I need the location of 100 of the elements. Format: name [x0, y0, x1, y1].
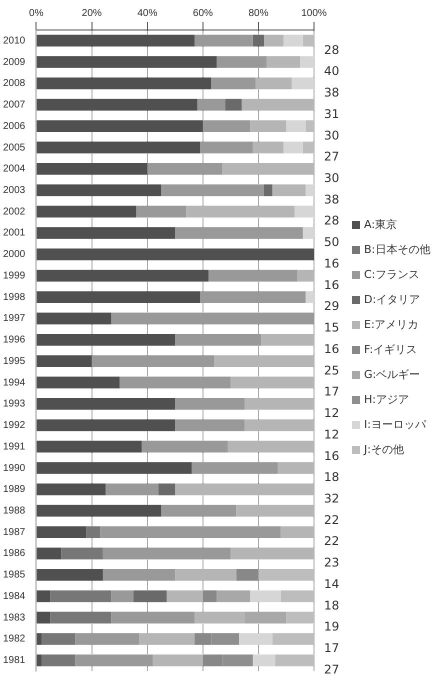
- text: 17: [324, 384, 340, 399]
- bar: [280, 526, 314, 538]
- bar: [252, 654, 276, 666]
- legend-label: I:ヨーロッパ: [364, 418, 426, 431]
- bar: [200, 291, 306, 303]
- text: 29: [324, 299, 340, 314]
- bar: [302, 34, 314, 47]
- text: 38: [324, 86, 340, 100]
- bar: [292, 78, 314, 90]
- bar: [236, 568, 258, 581]
- y-tick-label: 1981: [2, 655, 26, 666]
- bar: [175, 334, 262, 346]
- text: 30: [324, 128, 340, 142]
- bar: [42, 633, 76, 645]
- bar: [197, 98, 226, 111]
- text: 15: [324, 320, 340, 335]
- y-tick-label: 1984: [2, 590, 26, 602]
- bar: [50, 590, 112, 602]
- y-tick-label: 2004: [2, 164, 26, 175]
- bar: [230, 548, 314, 560]
- bar: [306, 184, 314, 196]
- y-tick-label: 1986: [2, 548, 26, 560]
- bar: [166, 590, 203, 602]
- bar: [175, 398, 245, 410]
- bar: [202, 120, 250, 132]
- bar: [200, 142, 253, 154]
- bar: [36, 548, 62, 560]
- legend-label: H:アジア: [364, 393, 409, 406]
- y-tick-label: 1995: [2, 356, 26, 367]
- bar: [161, 504, 236, 517]
- bar: [161, 184, 264, 196]
- y-tick-label: 2005: [2, 142, 26, 154]
- bar: [216, 590, 250, 602]
- y-tick-label: 2002: [2, 206, 26, 218]
- y-tick-label: 1996: [2, 334, 26, 346]
- bar: [242, 98, 314, 111]
- bar: [256, 78, 292, 90]
- bar: [252, 142, 284, 154]
- x-tick-label: 100%: [301, 8, 327, 19]
- bar: [236, 504, 314, 517]
- bar: [302, 227, 314, 239]
- y-tick-label: 1987: [2, 526, 26, 538]
- text: 22: [324, 512, 340, 527]
- y-tick-label: 2000: [2, 249, 26, 260]
- bar: [250, 120, 286, 132]
- text: 27: [324, 662, 340, 676]
- text: 12: [324, 427, 340, 442]
- bar: [283, 34, 303, 47]
- bar: [61, 548, 103, 560]
- bar: [175, 419, 245, 432]
- text: 16: [324, 342, 340, 356]
- bar: [264, 184, 272, 196]
- bar: [100, 526, 281, 538]
- y-tick-label: 2003: [2, 185, 26, 196]
- text: 25: [324, 363, 340, 378]
- legend-label: E:アメリカ: [364, 318, 419, 331]
- text: 18: [324, 598, 340, 612]
- bar: [214, 355, 314, 368]
- bar: [216, 56, 267, 68]
- bar: [302, 142, 314, 154]
- text: 38: [324, 192, 340, 206]
- legend-label: A:東京: [364, 218, 398, 231]
- bar: [158, 484, 176, 496]
- text: 28: [324, 42, 340, 57]
- bar: [133, 590, 167, 602]
- y-tick-label: 1998: [2, 292, 26, 303]
- bar: [36, 526, 86, 538]
- bar: [266, 56, 300, 68]
- bar: [75, 654, 153, 666]
- legend-label: D:イタリア: [364, 293, 420, 306]
- bar: [228, 440, 314, 453]
- y-tick-label: 2006: [2, 120, 26, 132]
- y-tick-label: 1988: [2, 506, 26, 516]
- bar: [36, 590, 50, 602]
- bar: [106, 484, 158, 496]
- bar: [42, 654, 76, 666]
- y-tick-label: 2010: [2, 35, 26, 46]
- text: 31: [324, 106, 340, 121]
- bar: [194, 34, 253, 47]
- y-tick-label: 1983: [2, 612, 26, 624]
- bar: [202, 590, 217, 602]
- bar: [50, 612, 112, 624]
- bar: [250, 590, 281, 602]
- bar: [272, 633, 314, 645]
- legend-label: B:日本その他: [364, 243, 430, 256]
- bar: [306, 291, 314, 303]
- bar: [175, 227, 303, 239]
- bar: [222, 163, 314, 175]
- text: 32: [324, 492, 340, 506]
- text: 28: [324, 214, 340, 228]
- x-tick-label: 0%: [29, 8, 44, 19]
- y-tick-label: 1997: [2, 313, 26, 324]
- bar: [208, 270, 298, 282]
- bar: [139, 633, 195, 645]
- text: 22: [324, 534, 340, 548]
- bar: [111, 612, 195, 624]
- bar: [120, 376, 231, 388]
- y-tick-label: 2008: [2, 78, 26, 90]
- bar: [306, 120, 314, 132]
- bar: [239, 633, 272, 645]
